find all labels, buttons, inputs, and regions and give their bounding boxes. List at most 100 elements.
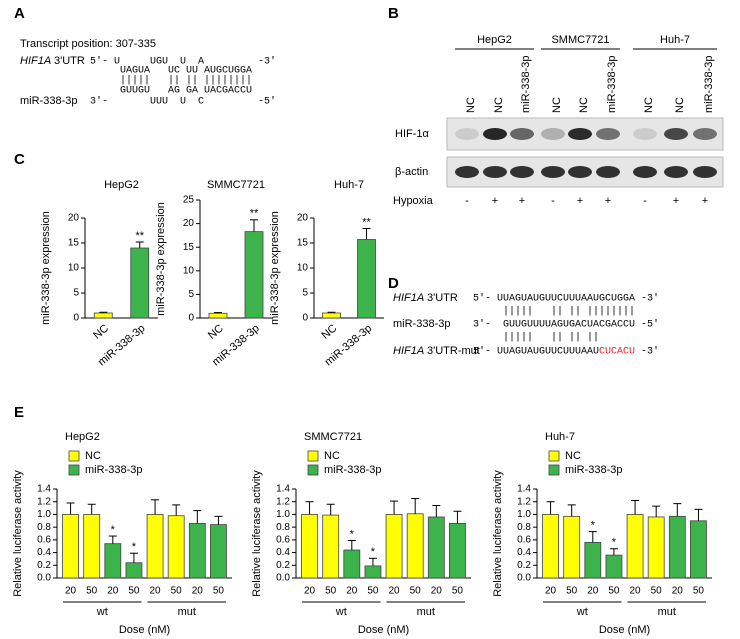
band xyxy=(693,166,717,178)
bar xyxy=(668,515,686,579)
band xyxy=(693,128,717,140)
x-tick-label: 20 xyxy=(672,586,684,597)
sequence-line: 5'- UUAGUAUGUUCUUUAAUGCUGGA -3' xyxy=(473,293,659,305)
utr-label: 3'UTR xyxy=(427,292,458,304)
panel-label: C xyxy=(14,151,25,168)
legend-label: miR-338-3p xyxy=(324,464,381,476)
significance: * xyxy=(132,541,137,553)
x-tick-label: 50 xyxy=(608,586,620,597)
band xyxy=(455,166,479,178)
bar xyxy=(406,513,424,579)
significance: ** xyxy=(135,230,144,242)
utr-label: 3'UTR-mut xyxy=(427,345,480,357)
y-tick-label: 15 xyxy=(68,238,80,249)
sequence-line: 5'- UUAGUAUGUUCUUUAAU xyxy=(473,346,599,358)
panel-label: B xyxy=(388,5,399,22)
sequence-line: GUUGU AG GA UACGACCU xyxy=(120,86,252,97)
x-tick-label: 20 xyxy=(192,586,204,597)
bar xyxy=(626,514,644,579)
y-tick-label: 15 xyxy=(297,238,309,249)
bar xyxy=(146,514,164,579)
bar xyxy=(343,549,361,579)
hypoxia-label: Hypoxia xyxy=(393,195,434,207)
lane-label: miR-338-3p xyxy=(703,56,715,113)
x-tick-label: 50 xyxy=(693,586,705,597)
cell-line-label: Huh-7 xyxy=(660,34,690,46)
hypoxia-sign: - xyxy=(551,195,555,207)
pair-lines: ||||| || || |||||||| xyxy=(503,306,635,318)
lane-label: NC xyxy=(465,97,477,113)
x-tick-label: 20 xyxy=(630,586,642,597)
significance: * xyxy=(591,519,596,531)
panel-label: E xyxy=(14,404,24,421)
x-tick-label: 20 xyxy=(545,586,557,597)
y-tick-label: 0.8 xyxy=(37,522,51,533)
cell-line-label: HepG2 xyxy=(477,34,512,46)
x-tick-label: 50 xyxy=(128,586,140,597)
bar xyxy=(210,524,227,579)
y-tick-label: 20 xyxy=(183,218,195,229)
legend-swatch xyxy=(307,450,319,462)
y-axis-label: Relative luciferase activity xyxy=(251,470,263,597)
sequence-line: ||||| || || |||||||| xyxy=(120,75,252,87)
bar xyxy=(93,312,113,319)
blot-row-label: HIF-1α xyxy=(395,128,430,140)
band xyxy=(510,128,534,140)
x-tick-label: 50 xyxy=(213,586,225,597)
bar xyxy=(62,514,79,579)
y-tick-label: 1.0 xyxy=(517,509,531,520)
hypoxia-sign: + xyxy=(702,195,708,207)
panel-label: A xyxy=(14,5,25,22)
lane-label: NC xyxy=(643,97,655,113)
bar xyxy=(542,514,559,579)
y-tick-label: 0.8 xyxy=(517,522,531,533)
group-label: mut xyxy=(178,606,196,618)
y-tick-label: 0.4 xyxy=(517,547,531,558)
gene-name: HIF1A xyxy=(20,55,51,67)
legend-swatch xyxy=(548,464,560,476)
y-tick-label: 0 xyxy=(188,313,194,324)
bar xyxy=(244,231,264,319)
y-tick-label: 1.0 xyxy=(276,509,290,520)
y-tick-label: 0.6 xyxy=(276,534,290,545)
x-tick-label: 20 xyxy=(431,586,443,597)
x-axis-label: Dose (nM) xyxy=(119,624,170,636)
band xyxy=(633,166,657,178)
utr-label: 3'UTR xyxy=(54,55,85,67)
bar xyxy=(584,542,602,579)
group-label: wt xyxy=(96,606,108,618)
pair-lines: ||||| || || || xyxy=(503,332,599,344)
bar xyxy=(357,239,376,319)
y-tick-label: 0.6 xyxy=(517,534,531,545)
x-tick-label: 20 xyxy=(65,586,77,597)
band xyxy=(633,128,657,140)
bar xyxy=(605,554,623,579)
lane-label: NC xyxy=(493,97,505,113)
y-tick-label: 1.4 xyxy=(517,484,531,495)
group-label: mut xyxy=(658,606,676,618)
x-tick-label: 50 xyxy=(566,586,578,597)
legend-label: NC xyxy=(565,450,581,462)
lane-label: NC xyxy=(551,97,563,113)
y-tick-label: 0.0 xyxy=(276,573,290,584)
x-tick-label: 50 xyxy=(325,586,337,597)
x-tick-label: 50 xyxy=(452,586,464,597)
significance: ** xyxy=(362,216,371,228)
group-label: mut xyxy=(417,606,435,618)
band xyxy=(541,166,565,178)
y-tick-label: 0.0 xyxy=(37,573,51,584)
band xyxy=(483,128,507,140)
y-tick-label: 0 xyxy=(73,313,79,324)
chart-title: HepG2 xyxy=(104,179,139,191)
band xyxy=(455,128,479,140)
legend-label: NC xyxy=(85,450,101,462)
y-tick-label: 0.2 xyxy=(276,560,290,571)
mirna-label: miR-338-3p xyxy=(393,318,450,330)
y-tick-label: 20 xyxy=(68,213,80,224)
y-axis-label: miR-338-3p expression xyxy=(269,211,281,325)
y-tick-label: 5 xyxy=(302,288,308,299)
band xyxy=(483,166,507,178)
band xyxy=(568,128,592,140)
caption: Transcript position: 307-335 xyxy=(20,38,156,50)
